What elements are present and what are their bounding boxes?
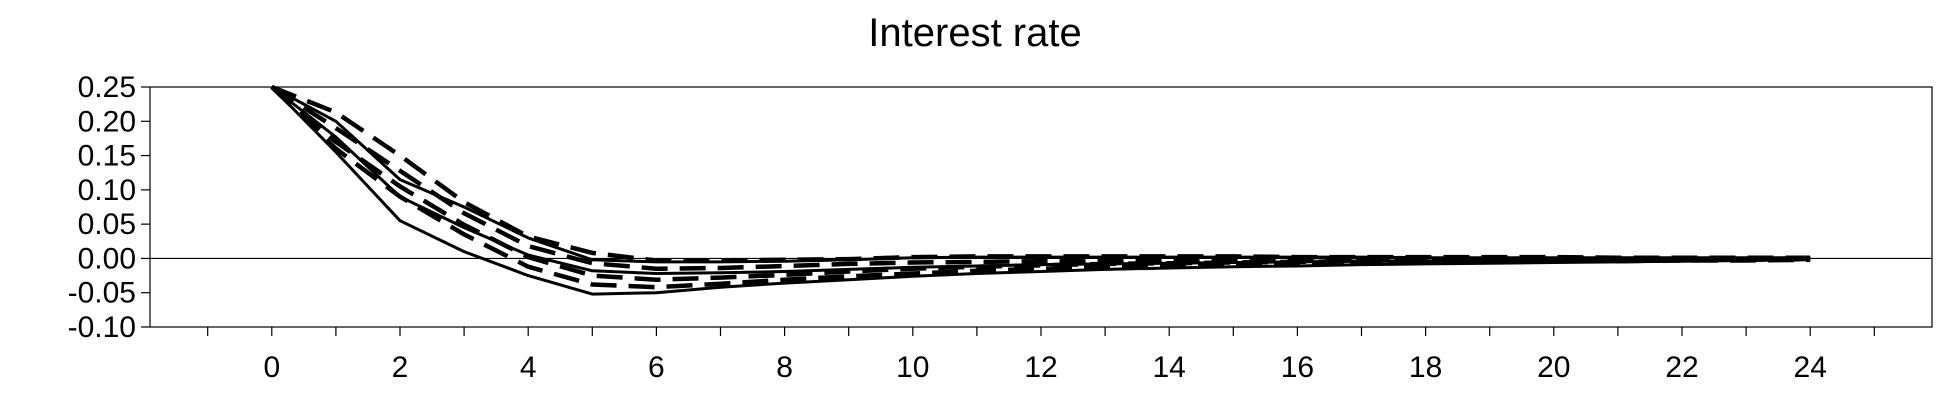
x-tick-label: 8 (776, 351, 793, 384)
y-tick-label: -0.10 (68, 311, 136, 344)
chart-title: Interest rate (868, 11, 1081, 55)
series-layer (270, 84, 1811, 296)
y-tick-label: 0.05 (78, 208, 136, 241)
y-tick-label: -0.05 (68, 277, 136, 310)
x-tick-label: 12 (1024, 351, 1057, 384)
y-tick-label: 0.15 (78, 140, 136, 173)
x-tick-label: 18 (1409, 351, 1442, 384)
series-line-1 (271, 85, 1811, 264)
x-tick-label: 10 (896, 351, 929, 384)
axes-layer: 0.250.200.150.100.050.00-0.05-0.100 2 4 6 8 1… (68, 71, 1932, 384)
y-tick-label: 0.25 (78, 71, 136, 104)
series-line-6 (270, 85, 1811, 290)
series-line-5 (270, 85, 1811, 282)
x-tick-label: 6 (648, 351, 665, 384)
x-tick-label: 4 (520, 351, 537, 384)
x-tick-label: 22 (1665, 351, 1698, 384)
y-tick-label: 0.00 (78, 242, 136, 275)
x-tick-label: 0 (263, 351, 280, 384)
y-tick-label: 0.20 (78, 105, 136, 138)
x-tick-label: 16 (1281, 351, 1314, 384)
x-tick-label: 20 (1537, 351, 1570, 384)
x-tick-label: 24 (1794, 351, 1827, 384)
series-line-4 (270, 85, 1811, 271)
x-tick-label: 2 (392, 351, 409, 384)
x-tick-label: 14 (1153, 351, 1186, 384)
y-tick-label: 0.10 (78, 174, 136, 207)
series-line-3 (270, 84, 1811, 263)
plot-frame (149, 86, 1933, 328)
